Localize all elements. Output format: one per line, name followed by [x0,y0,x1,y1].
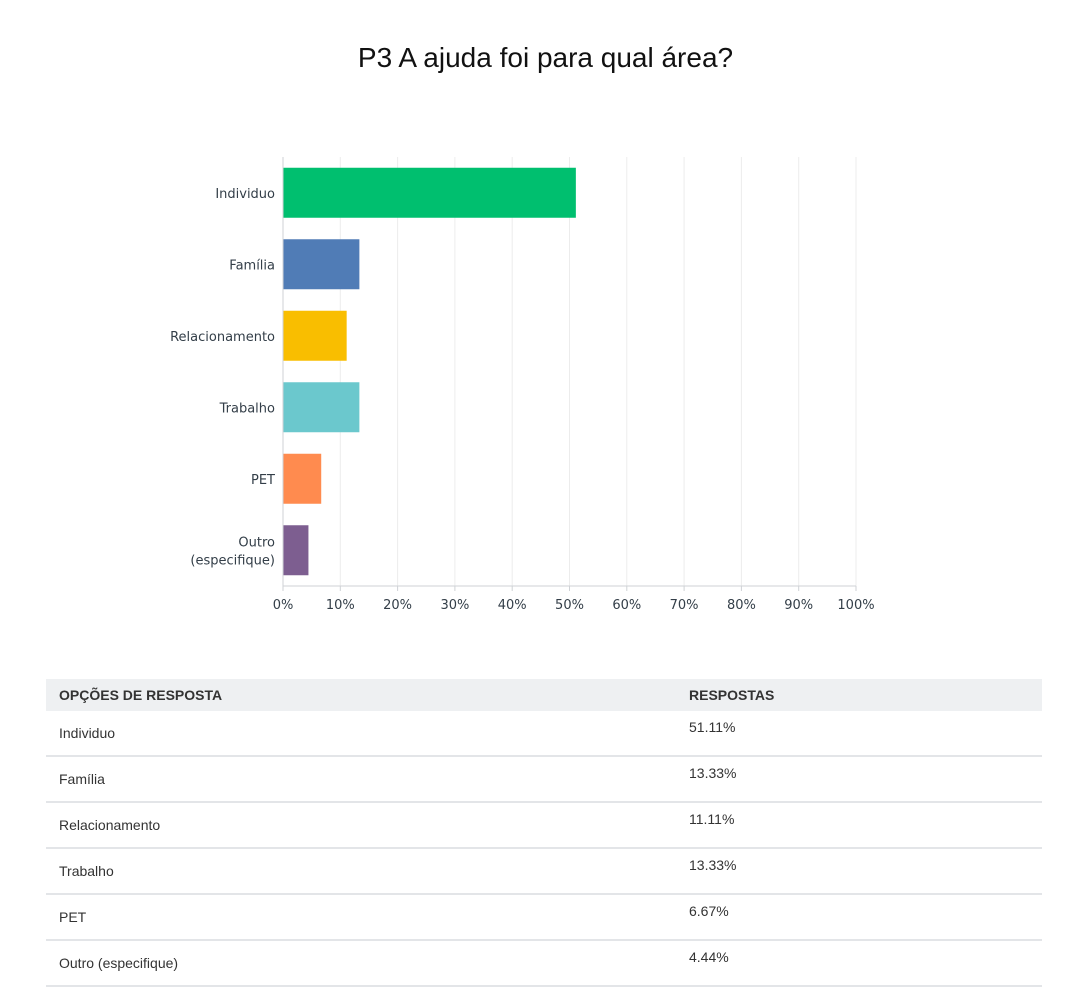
row-option: Relacionamento [46,802,676,849]
x-tick-label: 10% [326,598,355,613]
table-header-row: OPÇÕES DE RESPOSTA RESPOSTAS [46,679,1042,711]
x-tick-label: 20% [383,598,412,613]
category-label: Trabalho [219,401,275,416]
x-tick-label: 90% [784,598,813,613]
header-responses: RESPOSTAS [676,679,1042,711]
x-tick-label: 70% [670,598,699,613]
table-row: Relacionamento 11.11% [46,802,1042,849]
x-tick-label: 100% [837,598,874,613]
row-value: 6.67% [676,894,1042,941]
chart-title: P3 A ajuda foi para qual área? [357,42,734,73]
table-row: Família 13.33% [46,756,1042,803]
x-tick-label: 30% [440,598,469,613]
row-option: Outro (especifique) [46,940,676,987]
table-row: Individuo 51.11% [46,711,1042,757]
x-tick-label: 60% [612,598,641,613]
row-option: Individuo [46,711,676,757]
bar [283,525,309,576]
row-value: 51.11% [676,711,1042,757]
responses-table: OPÇÕES DE RESPOSTA RESPOSTAS Individuo 5… [46,679,1042,987]
header-options: OPÇÕES DE RESPOSTA [46,679,676,711]
row-value: 4.44% [676,940,1042,987]
row-option: Trabalho [46,848,676,895]
row-value: 11.11% [676,802,1042,849]
category-label: (especifique) [190,553,275,568]
bar [283,239,360,290]
x-tick-label: 40% [498,598,527,613]
category-label: PET [251,473,275,488]
table-row: PET 6.67% [46,894,1042,941]
category-label: Relacionamento [170,330,275,345]
table-row: Trabalho 13.33% [46,848,1042,895]
row-option: Família [46,756,676,803]
x-tick-label: 50% [555,598,584,613]
table-row: Outro (especifique) 4.44% [46,940,1042,987]
bar-chart: 0% 10% 20% 30% 40% 50% 60% 70% 80% 90% 100% Individ… [170,157,875,613]
category-label: Outro [238,535,275,550]
row-option: PET [46,894,676,941]
bar [283,382,360,433]
bar [283,453,322,504]
row-value: 13.33% [676,848,1042,895]
bar [283,310,347,361]
category-label: Individuo [215,187,275,202]
row-value: 13.33% [676,756,1042,803]
x-tick-label: 0% [273,598,294,613]
bar [283,167,576,218]
category-label: Família [229,258,275,273]
x-tick-label: 80% [727,598,756,613]
